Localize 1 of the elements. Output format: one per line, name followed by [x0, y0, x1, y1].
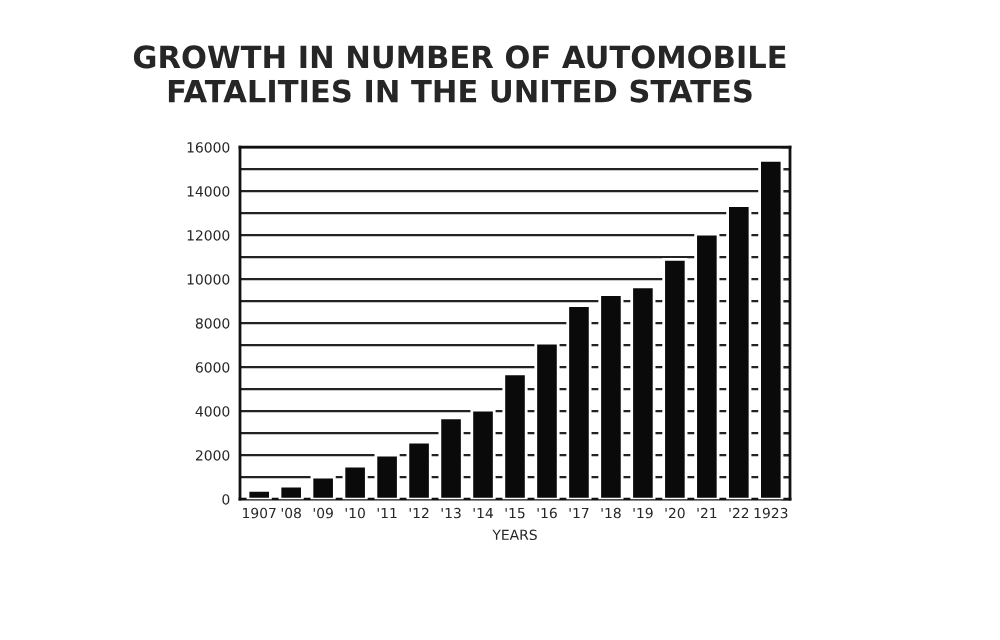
chart-title: GROWTH IN NUMBER OF AUTOMOBILE FATALITIES IN THE UNITED STATES	[133, 45, 786, 103]
